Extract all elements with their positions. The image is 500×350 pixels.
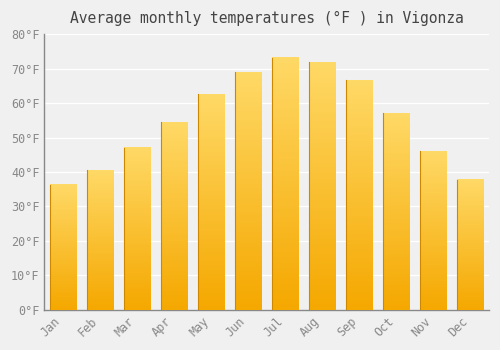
Title: Average monthly temperatures (°F ) in Vigonza: Average monthly temperatures (°F ) in Vi…: [70, 11, 464, 26]
